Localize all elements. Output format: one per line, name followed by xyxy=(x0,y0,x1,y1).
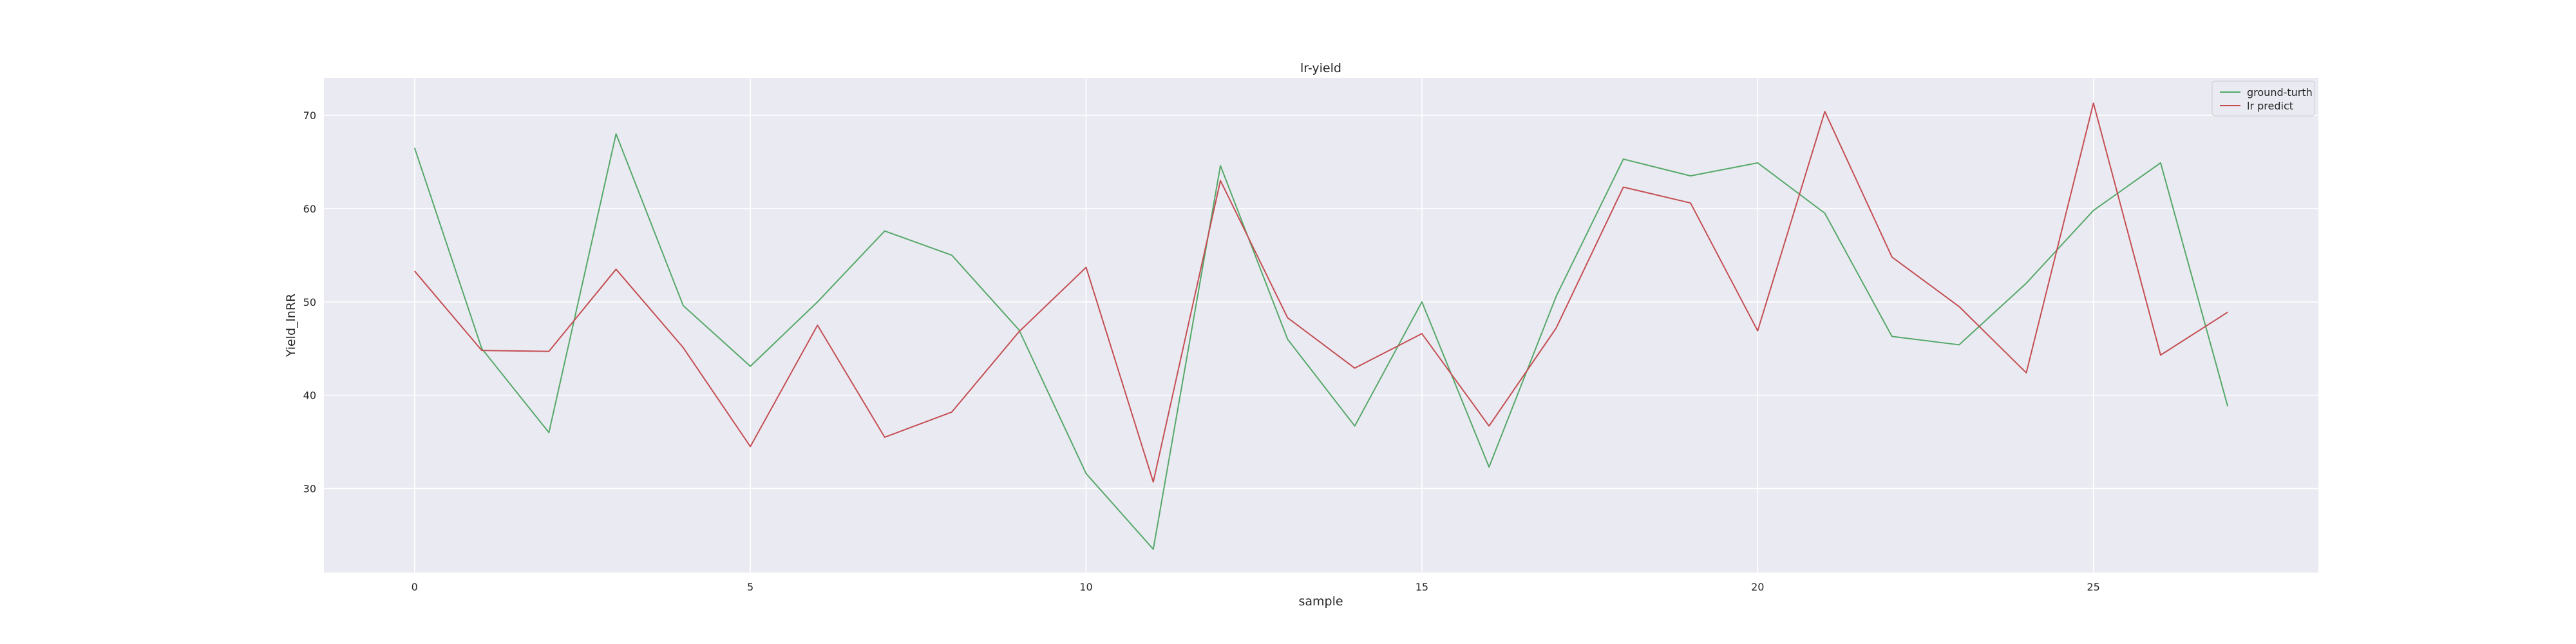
x-tick-label: 5 xyxy=(747,581,753,593)
legend: ground-turth lr predict xyxy=(2211,80,2315,117)
x-tick-label: 25 xyxy=(2087,581,2099,593)
x-axis-label: sample xyxy=(1298,594,1343,609)
chart-title: lr-yield xyxy=(1300,61,1341,75)
x-tick-label: 15 xyxy=(1416,581,1428,593)
x-tick-label: 20 xyxy=(1751,581,1764,593)
tick-labels: 0 5 10 15 20 25 30 40 50 60 70 xyxy=(303,109,2100,593)
legend-box xyxy=(2211,80,2315,117)
grid-lines xyxy=(324,78,2318,573)
plot-background xyxy=(324,78,2318,573)
y-tick-label: 50 xyxy=(303,296,316,308)
y-tick-label: 30 xyxy=(303,483,316,495)
y-tick-label: 60 xyxy=(303,203,316,215)
series-line-ground-turth xyxy=(413,133,2229,550)
legend-label-lr-predict: lr predict xyxy=(2247,100,2293,112)
x-tick-label: 0 xyxy=(412,581,418,593)
legend-label-ground-turth: ground-turth xyxy=(2247,86,2313,99)
y-tick-label: 70 xyxy=(303,109,316,122)
series-line-lr-predict xyxy=(414,102,2228,483)
data-series xyxy=(413,102,2229,550)
y-tick-label: 40 xyxy=(303,390,316,402)
y-axis-label: Yield_lnRR xyxy=(284,294,298,357)
x-tick-label: 10 xyxy=(1079,581,1092,593)
